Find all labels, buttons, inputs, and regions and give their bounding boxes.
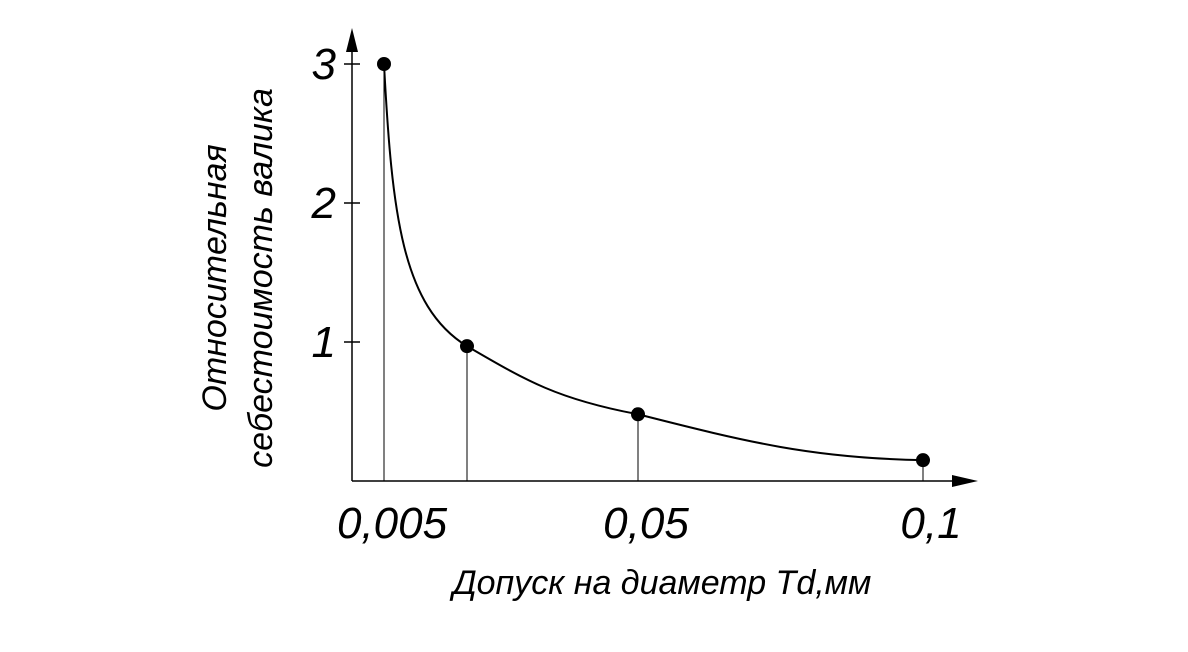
y-ticks: 1 2 3: [311, 40, 360, 367]
axes: [346, 28, 978, 487]
y-axis-title-line-2: себестоимость валика: [242, 88, 280, 468]
drop-lines: [383, 64, 924, 481]
y-tick-label: 2: [311, 179, 336, 228]
data-point: [631, 407, 645, 422]
x-tick-label: 0,05: [603, 499, 689, 548]
y-axis-title-line-1: Относительная: [196, 144, 234, 411]
data-points: [377, 57, 930, 468]
x-tick-label: 0,005: [337, 499, 448, 548]
x-tick-label: 0,1: [900, 499, 961, 548]
y-tick-label: 1: [312, 318, 336, 367]
x-tick-labels: 0,005 0,05 0,1: [337, 499, 962, 548]
data-point: [377, 57, 391, 71]
y-tick-label: 3: [312, 40, 337, 89]
y-axis-title: Относительная себестоимость валика: [196, 88, 280, 468]
x-axis-arrow: [952, 475, 978, 487]
x-axis-title: Допуск на диаметр Td,мм: [449, 564, 872, 602]
data-point: [916, 453, 930, 468]
data-point: [460, 339, 474, 354]
y-axis-arrow: [346, 28, 358, 52]
series-line: [383, 63, 924, 462]
